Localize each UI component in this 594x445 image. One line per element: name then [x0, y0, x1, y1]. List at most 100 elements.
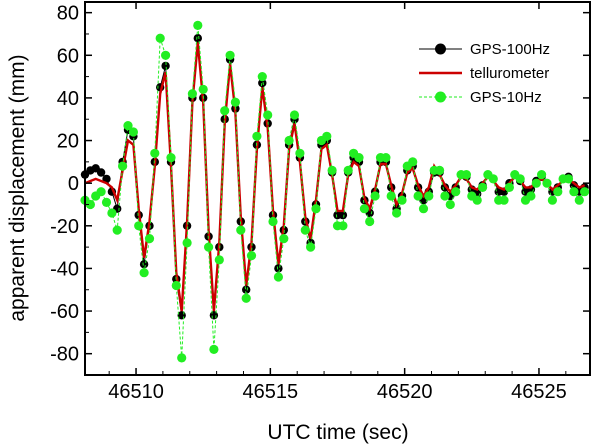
data-point-gps-10hz: [386, 191, 396, 201]
ticks-layer: 46510 46515 46520 46525 -80 -60 -40 -20 0 20 40 60 8…: [50, 2, 590, 403]
data-point-gps-100hz: [161, 61, 170, 71]
data-point-gps-10hz: [461, 170, 471, 180]
series-layer: [80, 20, 590, 363]
data-point-gps-10hz: [187, 89, 197, 99]
data-point-gps-10hz: [392, 208, 402, 218]
data-point-gps-100hz: [193, 34, 202, 43]
data-point-gps-10hz: [134, 221, 144, 231]
data-point-gps-10hz: [118, 161, 128, 171]
y-tick-label: -60: [50, 301, 79, 323]
data-point-gps-10hz: [311, 204, 321, 214]
data-point-gps-10hz: [542, 178, 552, 188]
data-point-gps-10hz: [515, 174, 525, 184]
data-point-gps-10hz: [553, 187, 563, 197]
data-point-gps-10hz: [230, 97, 240, 107]
data-point-gps-10hz: [85, 199, 95, 210]
data-point-gps-10hz: [246, 251, 257, 261]
data-point-gps-100hz: [102, 174, 111, 184]
y-axis-title: apparent displacement (mm): [6, 54, 29, 321]
data-point-gps-10hz: [128, 127, 138, 137]
data-point-gps-10hz: [96, 187, 106, 197]
data-point-gps-100hz: [338, 210, 348, 220]
data-point-gps-10hz: [547, 195, 558, 205]
data-point-gps-100hz: [258, 78, 267, 88]
legend-label-tellurometer: tellurometer: [470, 65, 549, 82]
data-point-gps-10hz: [424, 191, 434, 201]
series-line-tellurometer: [84, 42, 586, 312]
data-point-gps-10hz: [397, 195, 407, 205]
data-point-gps-10hz: [440, 191, 450, 201]
series-gps-10hz: [80, 20, 590, 363]
data-point-gps-10hz: [204, 242, 214, 252]
data-point-gps-10hz: [268, 216, 278, 227]
data-point-gps-10hz: [488, 174, 498, 184]
data-point-gps-10hz: [574, 195, 584, 205]
data-point-gps-10hz: [107, 208, 117, 218]
data-point-gps-10hz: [445, 199, 455, 210]
data-point-gps-10hz: [150, 148, 160, 158]
data-point-gps-10hz: [478, 182, 488, 192]
data-point-gps-10hz: [563, 174, 574, 184]
data-point-gps-10hz: [499, 195, 509, 205]
data-point-gps-10hz: [177, 353, 187, 363]
y-tick-label: -40: [50, 258, 79, 280]
data-point-gps-10hz: [354, 153, 364, 163]
data-point-gps-10hz: [236, 225, 246, 235]
data-point-gps-10hz: [220, 106, 230, 116]
data-point-gps-10hz: [359, 204, 369, 214]
data-point-gps-10hz: [155, 33, 165, 43]
y-tick-label: 80: [57, 3, 79, 25]
data-point-gps-10hz: [284, 135, 294, 146]
data-point-gps-10hz: [451, 187, 461, 197]
legend-label-gps-100hz: GPS-100Hz: [470, 41, 550, 58]
data-point-gps-10hz: [263, 110, 273, 120]
data-point-gps-10hz: [257, 72, 267, 82]
data-point-gps-10hz: [209, 344, 219, 354]
data-point-gps-10hz: [370, 191, 380, 201]
y-tick-label: -80: [50, 344, 79, 366]
data-point-gps-10hz: [472, 195, 482, 205]
series-tellurometer: [84, 42, 586, 312]
data-point-gps-10hz: [327, 165, 337, 175]
data-point-gps-10hz: [537, 170, 547, 180]
x-tick-label: 46510: [108, 381, 164, 403]
data-point-gps-10hz: [580, 187, 590, 197]
data-point-gps-10hz: [322, 131, 332, 141]
data-point-gps-10hz: [171, 280, 181, 291]
data-point-gps-100hz: [209, 311, 219, 320]
data-point-gps-10hz: [504, 182, 514, 192]
data-point-gps-10hz: [381, 153, 391, 163]
data-point-gps-100hz: [274, 264, 283, 273]
data-point-gps-10hz: [198, 84, 208, 94]
data-point-gps-10hz: [273, 272, 283, 282]
data-point-gps-10hz: [182, 238, 192, 248]
data-point-gps-10hz: [279, 234, 289, 244]
y-tick-label: 0: [68, 173, 79, 195]
data-point-gps-100hz: [242, 285, 251, 294]
data-point-gps-10hz: [144, 234, 155, 244]
x-tick-label: 46525: [511, 381, 567, 403]
data-point-gps-10hz: [101, 197, 112, 207]
data-point-gps-10hz: [435, 165, 445, 175]
data-point-gps-10hz: [569, 187, 579, 197]
legend-label-gps-10hz: GPS-10Hz: [470, 89, 542, 106]
y-tick-label: -20: [50, 216, 79, 238]
x-tick-label: 46520: [377, 381, 433, 403]
data-point-gps-10hz: [531, 178, 541, 188]
legend: GPS-100Hz tellurometer GPS-10Hz: [419, 41, 550, 106]
y-tick-label: 20: [57, 131, 79, 153]
data-point-gps-10hz: [161, 50, 171, 60]
data-point-gps-10hz: [338, 221, 348, 231]
legend-marker-gps-10hz: [435, 91, 446, 103]
data-point-gps-10hz: [166, 153, 176, 163]
data-point-gps-10hz: [295, 148, 305, 158]
x-tick-label: 46515: [243, 381, 299, 403]
data-point-gps-10hz: [241, 293, 251, 303]
data-point-gps-10hz: [343, 165, 353, 175]
data-point-gps-10hz: [252, 131, 262, 141]
data-point-gps-10hz: [413, 191, 423, 201]
data-point-gps-10hz: [123, 121, 133, 131]
data-point-gps-10hz: [193, 20, 203, 30]
y-tick-label: 40: [57, 88, 79, 110]
data-point-gps-100hz: [96, 168, 106, 177]
